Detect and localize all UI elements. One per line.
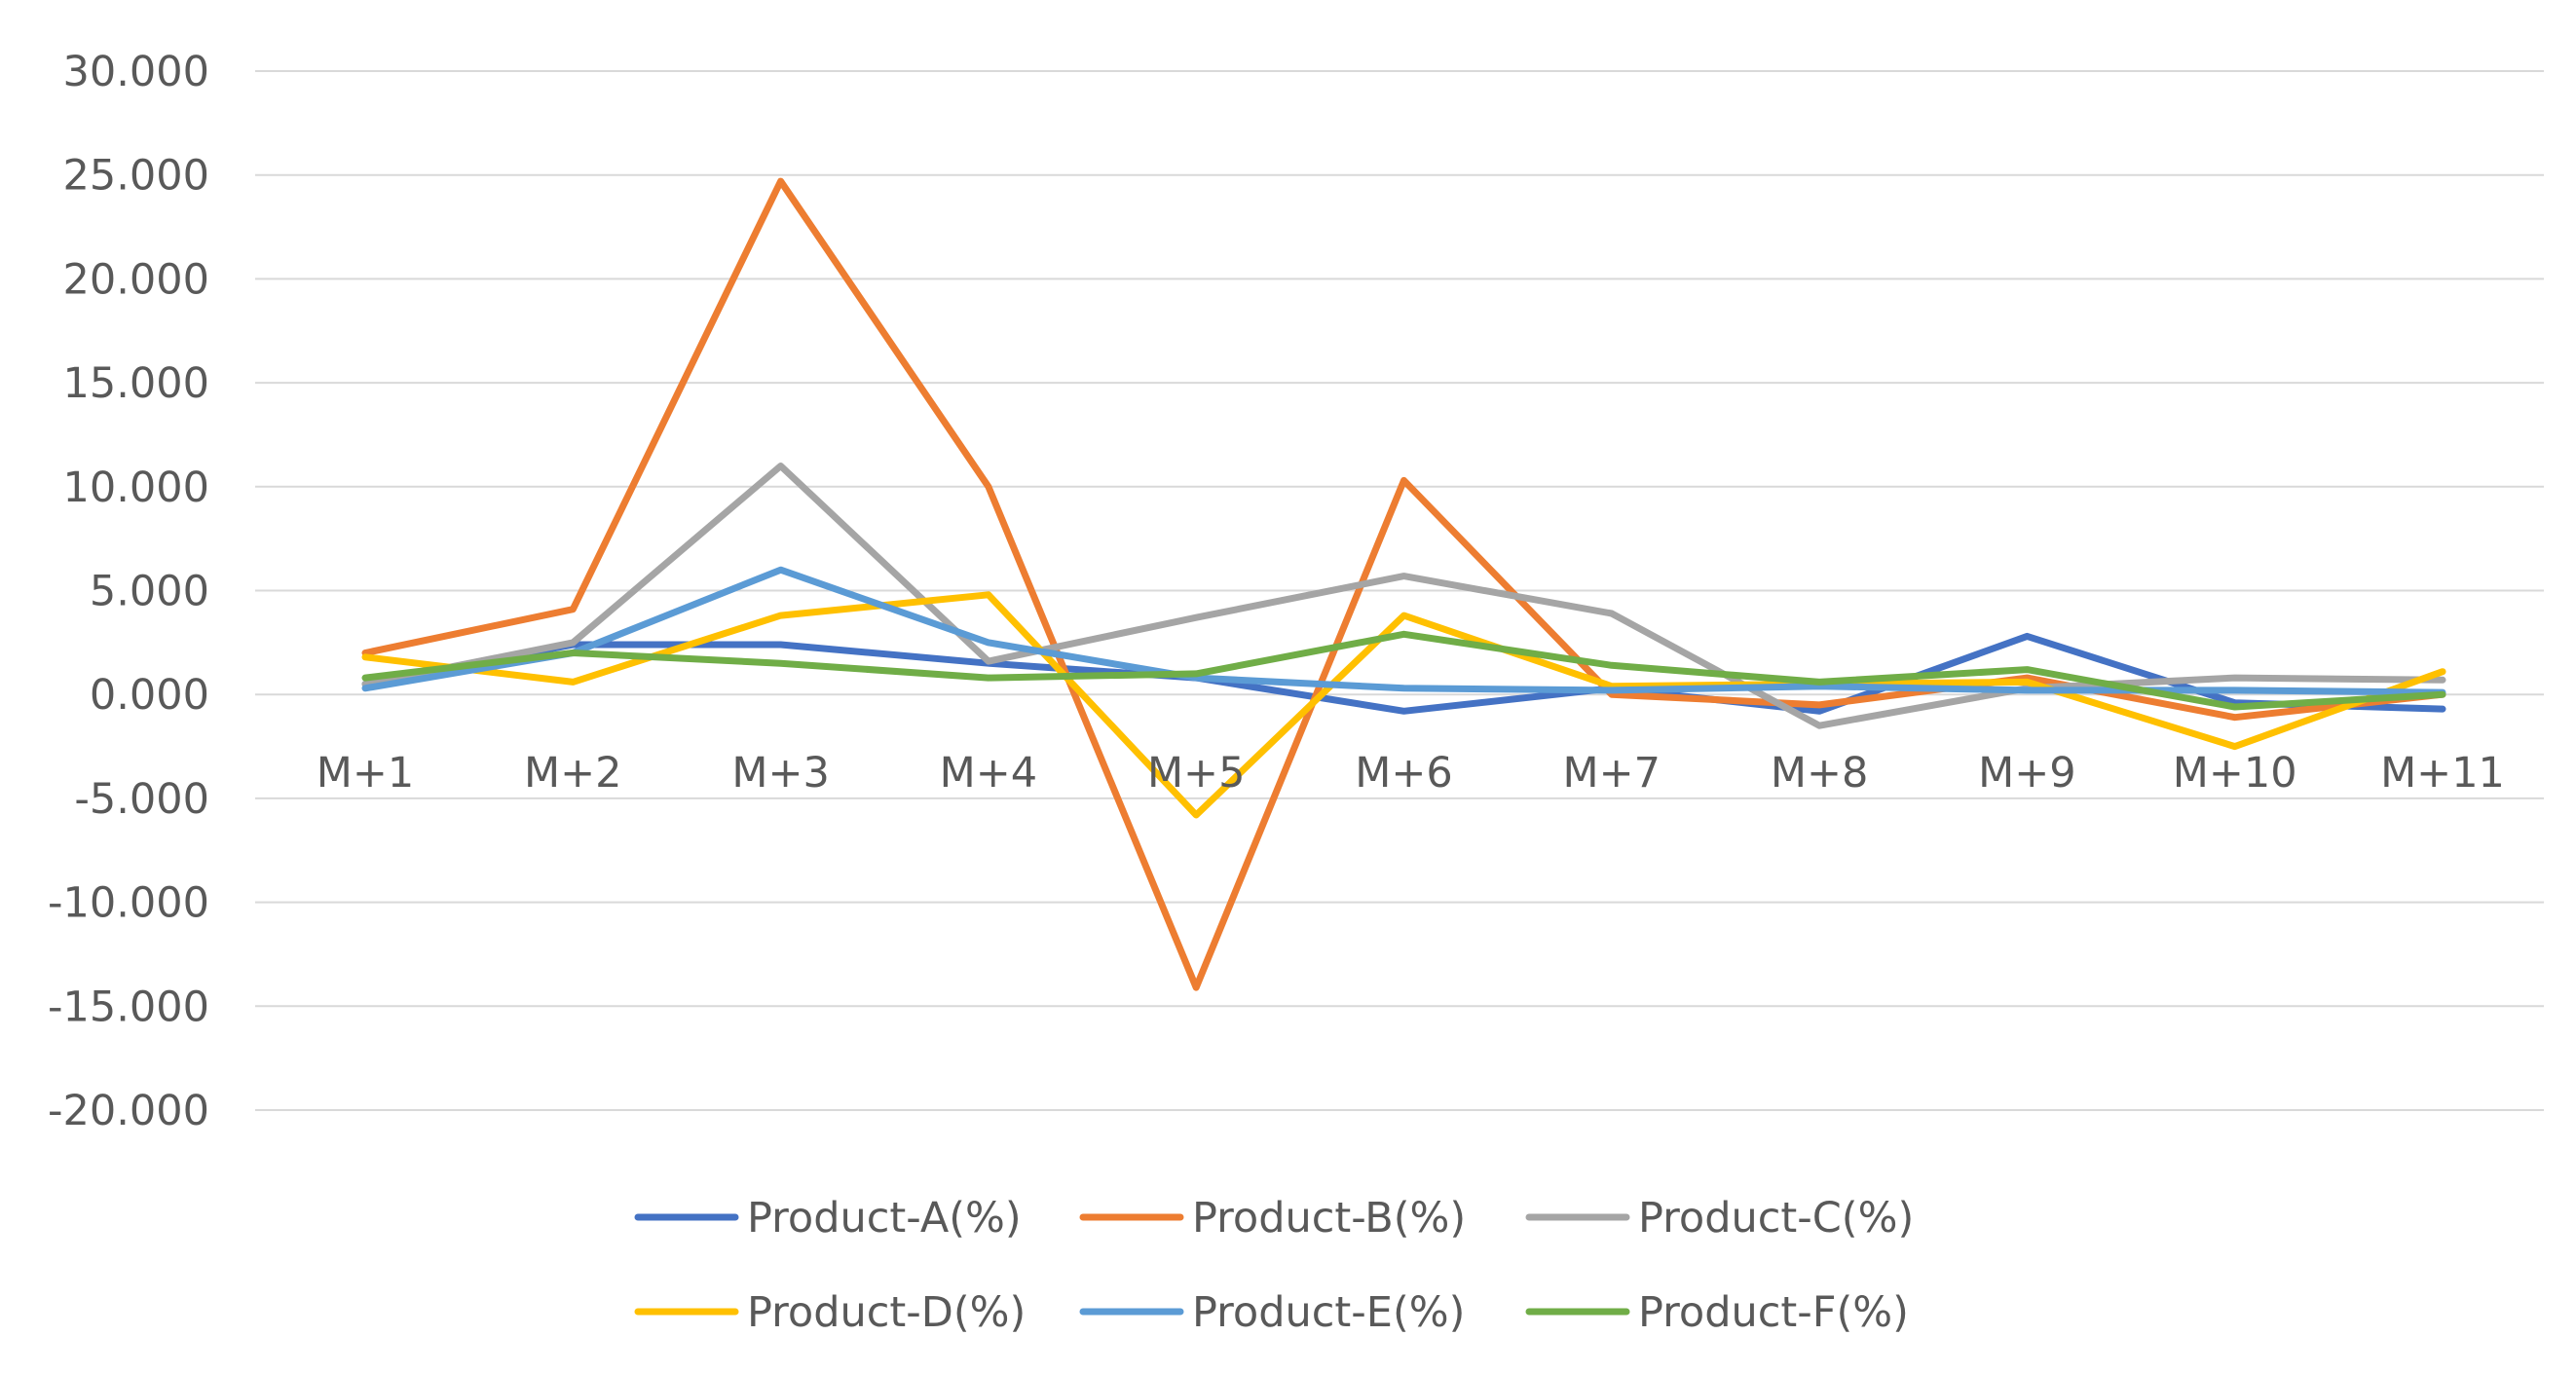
gridlines: [255, 70, 2544, 1111]
x-tick-label: M+7: [1563, 749, 1661, 798]
y-tick-label: 30.000: [63, 48, 209, 96]
x-tick-label: M+11: [2380, 749, 2505, 798]
y-tick-label: 20.000: [63, 255, 209, 304]
y-tick-label: 0.000: [90, 671, 209, 720]
y-tick-label: 5.000: [90, 568, 209, 616]
x-tick-label: M+6: [1355, 749, 1453, 798]
legend-label: Product-B(%): [1192, 1194, 1466, 1243]
series-line-4: [361, 591, 2446, 819]
series-line-6: [361, 630, 2446, 711]
legend: Product-A(%) Product-B(%) Product-C(%) Prod…: [634, 1194, 1914, 1337]
y-tick-label: 15.000: [63, 359, 209, 408]
legend-label: Product-F(%): [1638, 1288, 1909, 1337]
series-line-5: [361, 566, 2446, 696]
y-tick-label: -5.000: [74, 775, 209, 824]
y-tick-label: 10.000: [63, 464, 209, 512]
series-line-2: [361, 177, 2446, 991]
legend-label: Product-A(%): [747, 1194, 1022, 1243]
x-tick-label: M+8: [1771, 749, 1869, 798]
x-tick-label: M+1: [317, 749, 415, 798]
x-tick-label: M+9: [1978, 749, 2076, 798]
legend-label: Product-D(%): [747, 1288, 1026, 1337]
y-axis-tick-labels: 30.000 25.000 20.000 15.000 10.000 5.000 0.000…: [48, 48, 209, 1135]
x-axis-tick-labels: M+1 M+2 M+3 M+4 M+5 M+6 M+7 M+8 M+9 M+10 M+11: [317, 749, 2505, 798]
series-lines: [361, 177, 2446, 991]
legend-label: Product-E(%): [1192, 1288, 1465, 1337]
y-tick-label: -10.000: [48, 879, 209, 928]
y-tick-label: 25.000: [63, 152, 209, 201]
x-tick-label: M+4: [940, 749, 1038, 798]
y-tick-label: -20.000: [48, 1087, 209, 1135]
y-tick-label: -15.000: [48, 983, 209, 1031]
x-tick-label: M+5: [1147, 749, 1246, 798]
series-line-1: [361, 632, 2446, 715]
x-tick-label: M+3: [731, 749, 830, 798]
legend-label: Product-C(%): [1638, 1194, 1914, 1243]
x-tick-label: M+10: [2173, 749, 2297, 798]
x-tick-label: M+2: [524, 749, 622, 798]
